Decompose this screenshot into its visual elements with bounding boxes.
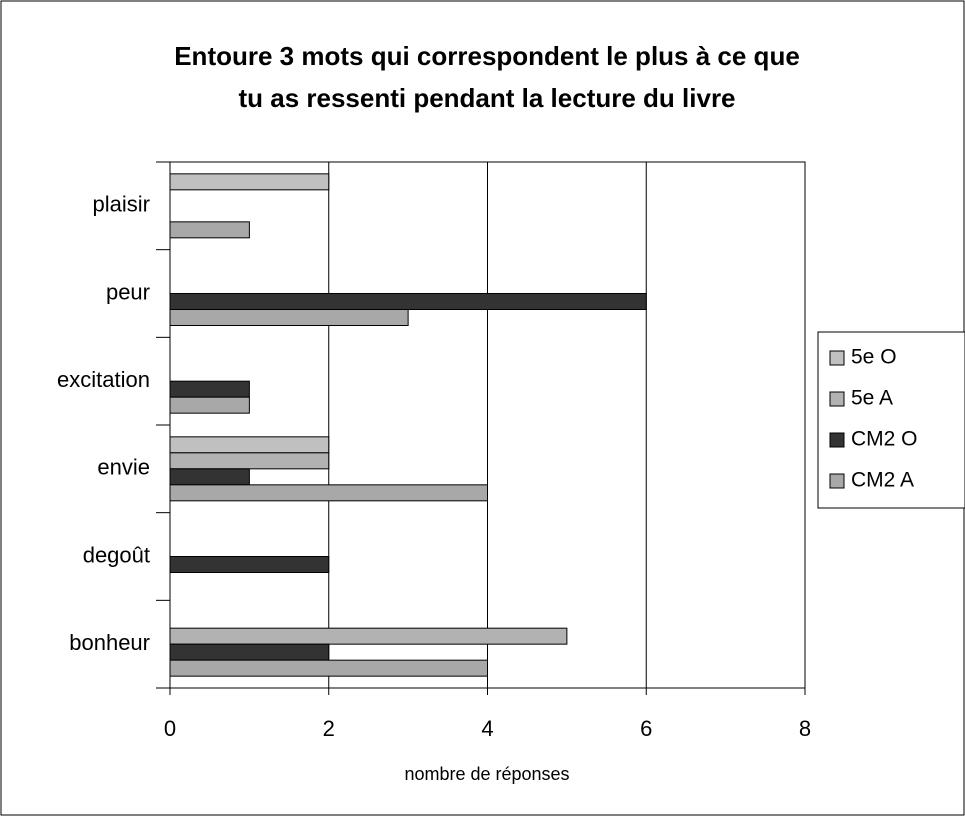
bar — [169, 627, 568, 645]
y-tick-label: excitation — [57, 367, 150, 392]
bar — [169, 643, 330, 661]
legend-label: 5e A — [851, 387, 893, 410]
bar — [169, 468, 250, 486]
y-tick-label: envie — [97, 455, 150, 480]
bar — [169, 436, 330, 454]
bar — [169, 173, 330, 191]
bar — [169, 659, 488, 677]
bar — [169, 380, 250, 398]
bar — [169, 293, 647, 310]
bar — [169, 484, 488, 502]
bar — [169, 556, 330, 573]
legend-swatch — [829, 473, 845, 489]
legend-swatch — [829, 391, 845, 407]
bar — [169, 221, 250, 239]
chart-title: Entoure 3 mots qui correspondent le plus… — [174, 41, 800, 71]
legend-label: 5e O — [851, 346, 897, 369]
bar — [169, 452, 330, 470]
bar — [169, 396, 250, 414]
legend-label: CM2 A — [851, 469, 914, 492]
y-tick-label: peur — [106, 279, 150, 304]
legend-swatch — [829, 432, 845, 448]
x-tick-label: 8 — [799, 716, 811, 741]
x-tick-label: 4 — [481, 716, 493, 741]
legend-swatch — [829, 350, 845, 366]
chart-title: tu as ressenti pendant la lecture du liv… — [238, 83, 735, 113]
y-tick-label: plaisir — [93, 192, 150, 217]
x-tick-label: 6 — [640, 716, 652, 741]
x-tick-label: 2 — [323, 716, 335, 741]
y-tick-label: degoût — [83, 542, 150, 567]
bar — [169, 309, 409, 326]
y-tick-label: bonheur — [69, 630, 150, 655]
x-tick-label: 0 — [164, 716, 176, 741]
x-axis-title: nombre de réponses — [404, 764, 569, 784]
legend-label: CM2 O — [851, 428, 918, 451]
